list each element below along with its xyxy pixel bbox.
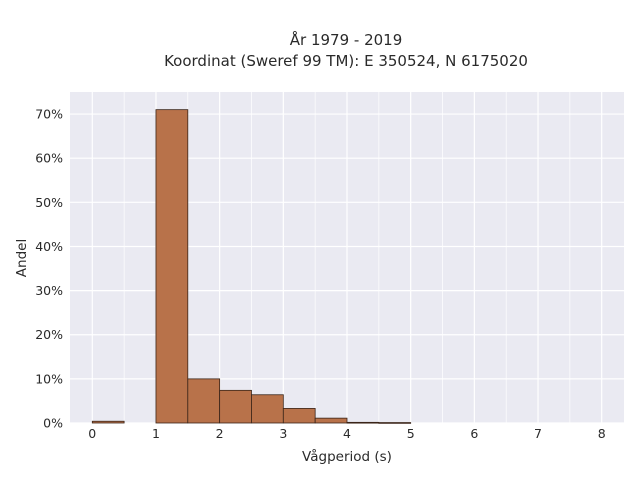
- y-tick-label: 30%: [35, 283, 63, 298]
- y-tick-label: 20%: [35, 327, 63, 342]
- histogram-bar: [219, 389, 252, 424]
- y-axis-label: Andel: [14, 239, 30, 277]
- y-tick-label: 60%: [35, 151, 63, 166]
- x-axis-label: Vågperiod (s): [302, 448, 392, 465]
- y-tick-label: 0%: [43, 416, 63, 431]
- x-tick-label: 4: [343, 426, 351, 441]
- x-tick-label: 8: [598, 426, 606, 441]
- histogram-bar: [155, 109, 189, 424]
- x-tick-label: 6: [470, 426, 478, 441]
- x-tick-label: 3: [279, 426, 287, 441]
- y-tick-label: 10%: [35, 371, 63, 386]
- y-tick-label: 50%: [35, 195, 63, 210]
- histogram-bar: [378, 422, 412, 424]
- y-axis-ticks: 0% 10% 20% 30% 40% 50% 60% 70%: [35, 107, 63, 431]
- bars: [91, 109, 412, 424]
- x-tick-label: 1: [152, 426, 160, 441]
- histogram-bar: [91, 420, 125, 424]
- histogram-bar: [282, 408, 316, 424]
- histogram-bar: [251, 394, 284, 424]
- histogram-bar: [346, 421, 380, 424]
- y-tick-label: 40%: [35, 239, 63, 254]
- x-tick-label: 5: [407, 426, 415, 441]
- x-tick-label: 2: [216, 426, 224, 441]
- histogram-bar: [187, 378, 221, 424]
- x-tick-label: 7: [534, 426, 542, 441]
- chart-title-line1: År 1979 - 2019: [290, 30, 403, 49]
- x-tick-label: 0: [88, 426, 96, 441]
- chart-title-line2: Koordinat (Sweref 99 TM): E 350524, N 61…: [164, 52, 528, 70]
- x-axis-ticks: 0 1 2 3 4 5 6 7 8: [88, 426, 605, 441]
- y-tick-label: 70%: [35, 107, 63, 122]
- histogram-bar: [314, 417, 348, 424]
